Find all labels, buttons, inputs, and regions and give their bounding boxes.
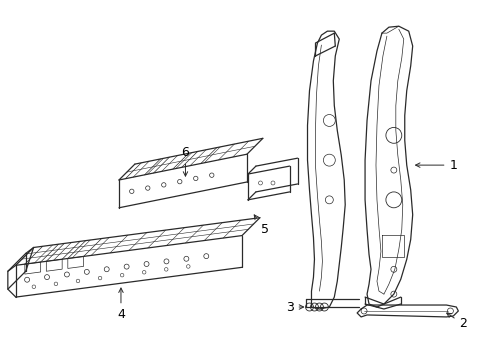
Text: 3: 3 [285, 301, 303, 314]
Text: 1: 1 [415, 159, 456, 172]
Text: 4: 4 [117, 288, 124, 321]
Text: 5: 5 [254, 215, 268, 236]
Text: 6: 6 [181, 146, 189, 176]
Text: 2: 2 [446, 313, 466, 330]
